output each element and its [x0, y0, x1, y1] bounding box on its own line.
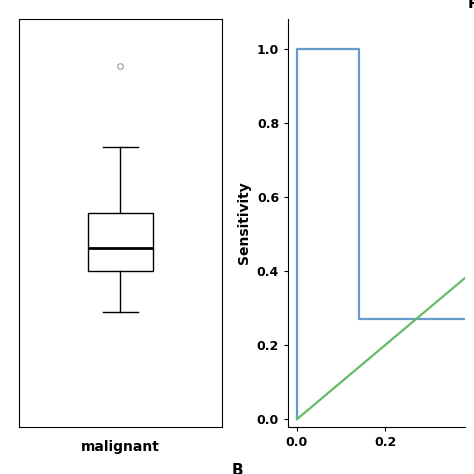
Text: R: R [468, 0, 474, 11]
Text: B: B [232, 463, 243, 474]
Y-axis label: Sensitivity: Sensitivity [237, 182, 251, 264]
Bar [88, 213, 153, 271]
